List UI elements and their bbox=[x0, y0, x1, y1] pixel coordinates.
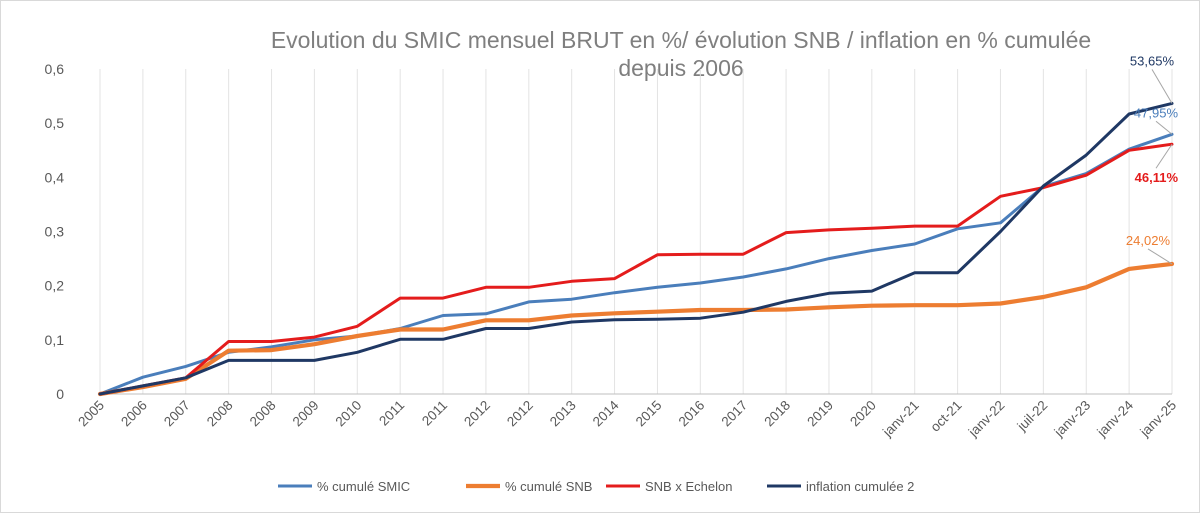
label-leader-line bbox=[1155, 143, 1173, 169]
x-tick-label: 2011 bbox=[376, 398, 407, 429]
x-tick-label: 2009 bbox=[290, 398, 322, 430]
y-tick-label: 0 bbox=[56, 386, 64, 402]
x-tick-label: 2020 bbox=[847, 398, 879, 430]
label-leader-line bbox=[1147, 248, 1173, 265]
y-tick-label: 0,3 bbox=[45, 224, 65, 240]
x-tick-label: 2017 bbox=[718, 398, 750, 430]
x-tick-label: juil-22 bbox=[1014, 398, 1051, 435]
x-tick-label: 2018 bbox=[761, 398, 793, 430]
legend-label: % cumulé SNB bbox=[505, 479, 592, 494]
x-tick-label: 2008 bbox=[247, 398, 279, 430]
gridlines bbox=[99, 69, 1173, 394]
x-tick-label: 2016 bbox=[676, 398, 708, 430]
x-tick-label: 2014 bbox=[590, 397, 622, 429]
y-axis-ticks: 0 0,1 0,2 0,3 0,4 0,5 0,6 bbox=[45, 61, 65, 402]
legend: % cumulé SMIC % cumulé SNB SNB x Echelon in… bbox=[278, 479, 914, 494]
chart-subtitle: depuis 2006 bbox=[618, 55, 743, 81]
x-tick-label: janv-24 bbox=[1094, 397, 1137, 440]
x-tick-label: janv-22 bbox=[965, 398, 1008, 441]
x-tick-label: janv-21 bbox=[879, 398, 922, 441]
x-tick-label: 2007 bbox=[161, 398, 193, 430]
y-tick-label: 0,4 bbox=[45, 169, 65, 185]
y-tick-label: 0,5 bbox=[45, 115, 65, 131]
x-tick-label: 2012 bbox=[504, 398, 536, 430]
x-tick-label: janv-25 bbox=[1136, 398, 1179, 441]
series-line bbox=[98, 101, 1174, 396]
x-tick-label: 2012 bbox=[461, 398, 493, 430]
legend-label: SNB x Echelon bbox=[645, 479, 732, 494]
legend-label: % cumulé SMIC bbox=[317, 479, 410, 494]
series-line bbox=[98, 132, 1174, 396]
label-leader-line bbox=[1155, 120, 1173, 135]
chart-title: Evolution du SMIC mensuel BRUT en %/ évo… bbox=[271, 27, 1091, 53]
data-label: 24,02% bbox=[1126, 233, 1171, 248]
x-tick-label: 2008 bbox=[204, 398, 236, 430]
x-tick-label: 2013 bbox=[547, 398, 579, 430]
x-tick-label: 2005 bbox=[75, 398, 107, 430]
x-tick-label: oct-21 bbox=[928, 398, 965, 435]
x-tick-label: 2019 bbox=[804, 398, 836, 430]
series-line bbox=[98, 142, 1174, 396]
data-label: 46,11% bbox=[1135, 170, 1179, 185]
y-tick-label: 0,2 bbox=[45, 278, 65, 294]
x-tick-label: 2010 bbox=[333, 398, 365, 430]
y-tick-label: 0,1 bbox=[45, 332, 65, 348]
data-label: 47,95% bbox=[1134, 105, 1179, 120]
label-leader-line bbox=[1151, 69, 1173, 104]
data-label: 53,65% bbox=[1130, 53, 1175, 68]
y-tick-label: 0,6 bbox=[45, 61, 65, 77]
legend-label: inflation cumulée 2 bbox=[806, 479, 914, 494]
data-labels: 53,65% 47,95% 46,11% 24,02% bbox=[1126, 53, 1179, 265]
x-tick-label: 2011 bbox=[419, 398, 450, 429]
x-tick-label: 2015 bbox=[633, 398, 665, 430]
series-line bbox=[97, 261, 1175, 397]
x-axis-ticks: 2005 2006 2007 2008 2008 2009 2010 2011 2011 2012… bbox=[75, 397, 1179, 440]
x-tick-label: 2006 bbox=[118, 398, 150, 430]
x-tick-label: janv-23 bbox=[1051, 398, 1094, 441]
series-lines bbox=[97, 101, 1175, 397]
